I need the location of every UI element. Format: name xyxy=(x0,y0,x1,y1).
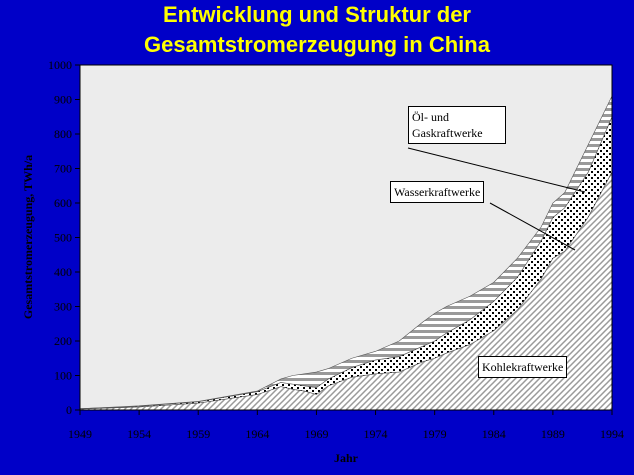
y-tick-label: 100 xyxy=(54,369,72,383)
chart-title: Entwicklung und Struktur der xyxy=(163,2,471,27)
y-tick-label: 900 xyxy=(54,93,72,107)
x-tick-label: 1979 xyxy=(423,427,447,441)
x-tick-label: 1954 xyxy=(127,427,151,441)
area-label: Öl- und Gaskraftwerke xyxy=(408,106,506,144)
leader-line xyxy=(489,202,576,251)
y-tick-label: 700 xyxy=(54,162,72,176)
y-tick-label: 600 xyxy=(54,196,72,210)
x-tick-label: 1984 xyxy=(482,427,506,441)
x-tick-label: 1959 xyxy=(186,427,210,441)
area-label: Kohlekraftwerke xyxy=(478,356,568,378)
x-tick-label: 1949 xyxy=(68,427,92,441)
chart-title: Gesamtstromerzeugung in China xyxy=(144,32,491,57)
x-axis-title: Jahr xyxy=(334,451,359,465)
x-tick-label: 1974 xyxy=(364,427,388,441)
y-tick-label: 800 xyxy=(54,127,72,141)
y-tick-label: 300 xyxy=(54,300,72,314)
y-tick-label: 1000 xyxy=(48,58,72,72)
x-tick-label: 1964 xyxy=(245,427,269,441)
y-tick-label: 400 xyxy=(54,265,72,279)
x-tick-label: 1969 xyxy=(304,427,328,441)
area-label: Wasserkraftwerke xyxy=(390,181,485,203)
y-tick-label: 500 xyxy=(54,231,72,245)
leader-line xyxy=(407,147,586,193)
y-axis-title: Gesamtstromerzeugung, TWh/a xyxy=(21,155,35,319)
x-tick-label: 1994 xyxy=(600,427,624,441)
x-tick-label: 1989 xyxy=(541,427,565,441)
y-tick-label: 200 xyxy=(54,334,72,348)
y-tick-label: 0 xyxy=(66,403,72,417)
